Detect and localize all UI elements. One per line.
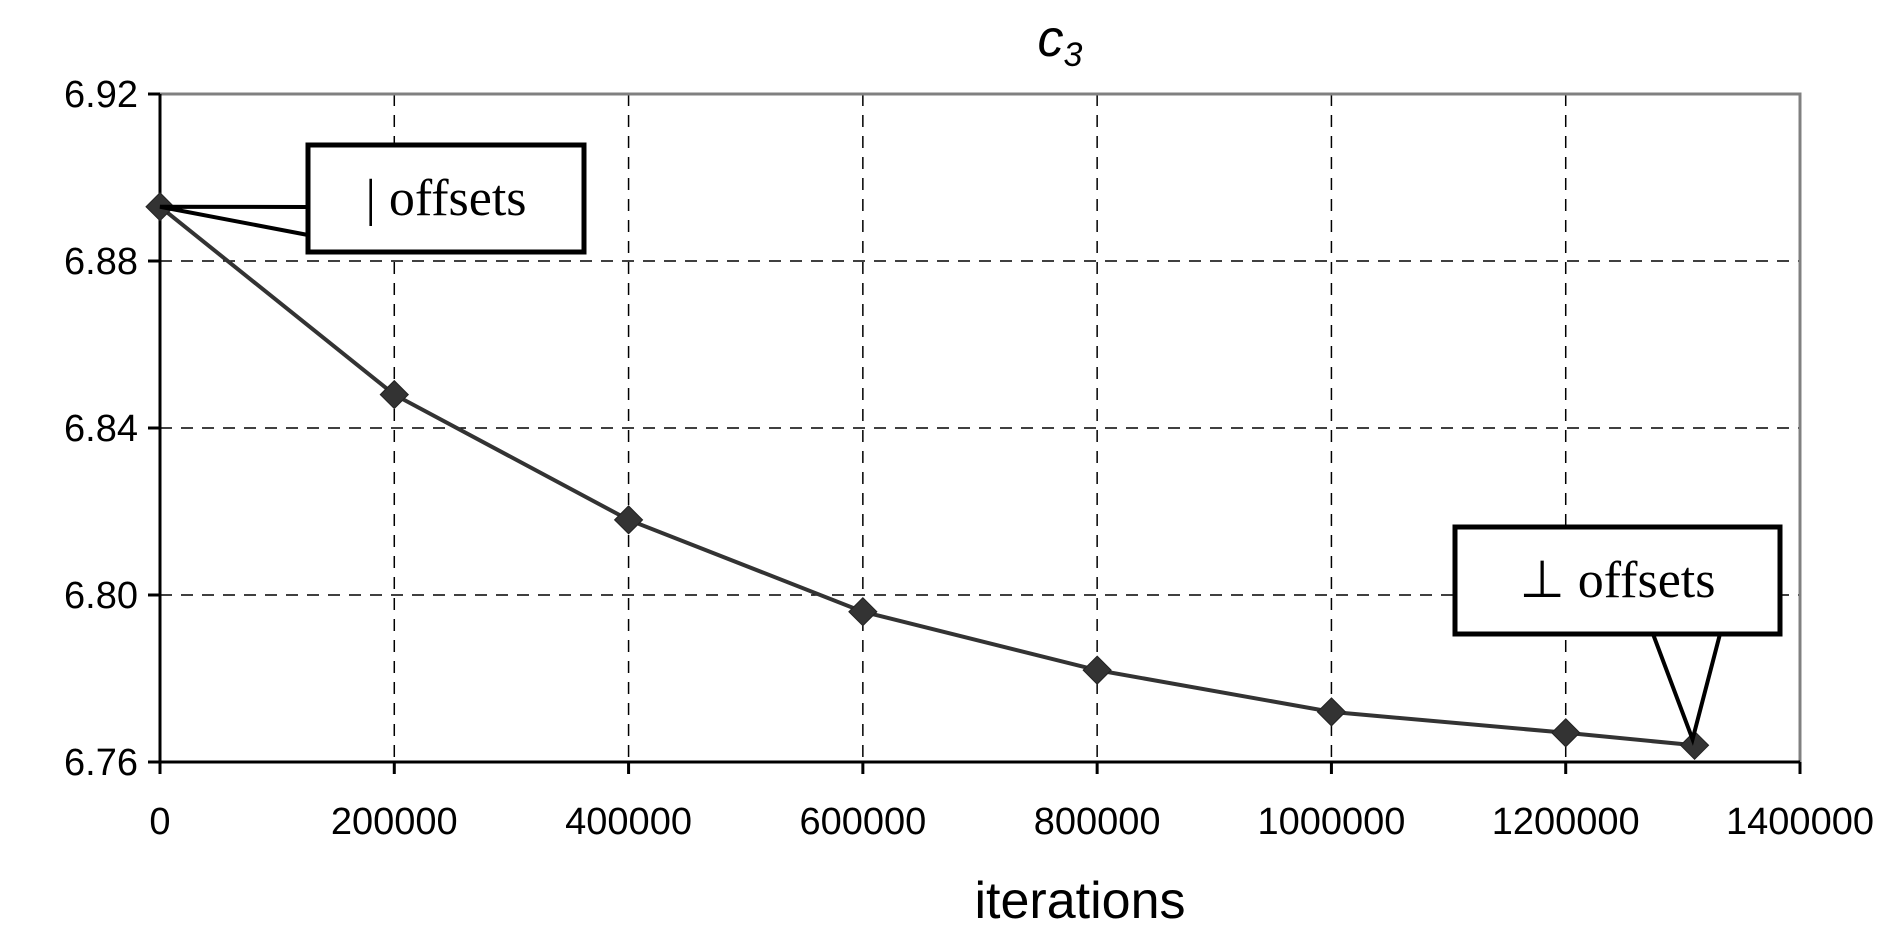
x-tick-label: 400000 — [565, 801, 692, 843]
x-tick-label: 800000 — [1034, 801, 1161, 843]
x-tick-label: 1400000 — [1726, 801, 1874, 843]
chart-title-subscript: 3 — [1064, 36, 1083, 74]
annotations: | offsets ⊥ offsets — [159, 142, 1783, 746]
axis-ticks — [148, 92, 1802, 774]
chart-title-main: c — [1038, 10, 1064, 68]
series-line — [158, 205, 1695, 748]
y-tick-label: 6.88 — [64, 241, 138, 283]
y-tick-label: 6.76 — [64, 742, 138, 784]
callout-pointer — [159, 204, 309, 237]
x-tick-labels: 0 200000 400000 600000 800000 1000000 1200000 1… — [149, 801, 1874, 843]
x-tick-label: 200000 — [331, 801, 458, 843]
x-tick-label: 1200000 — [1492, 801, 1640, 843]
data-point — [1551, 718, 1581, 748]
callout-box — [305, 142, 587, 255]
data-point — [1679, 730, 1710, 761]
x-tick-label: 1000000 — [1257, 801, 1405, 843]
callout-text: ⊥ offsets — [1520, 552, 1716, 609]
data-point — [1082, 655, 1112, 685]
y-tick-label: 6.80 — [64, 575, 138, 617]
data-point — [1316, 697, 1347, 727]
chart-title: c3 — [1038, 10, 1083, 74]
x-tick-label: 600000 — [799, 801, 926, 843]
x-tick-label: 0 — [149, 801, 170, 843]
callout-text: | offsets — [365, 170, 526, 227]
data-point — [848, 596, 878, 627]
x-axis-label: iterations — [975, 872, 1186, 930]
callout-box — [1452, 524, 1783, 637]
y-tick-label: 6.92 — [64, 74, 138, 116]
y-tick-label: 6.84 — [64, 408, 138, 450]
y-tick-labels: 6.76 6.80 6.84 6.88 6.92 — [64, 74, 138, 784]
series-line-group — [145, 192, 1710, 761]
data-point — [379, 379, 409, 410]
callout-pointer — [1651, 633, 1722, 746]
data-point — [613, 505, 644, 535]
